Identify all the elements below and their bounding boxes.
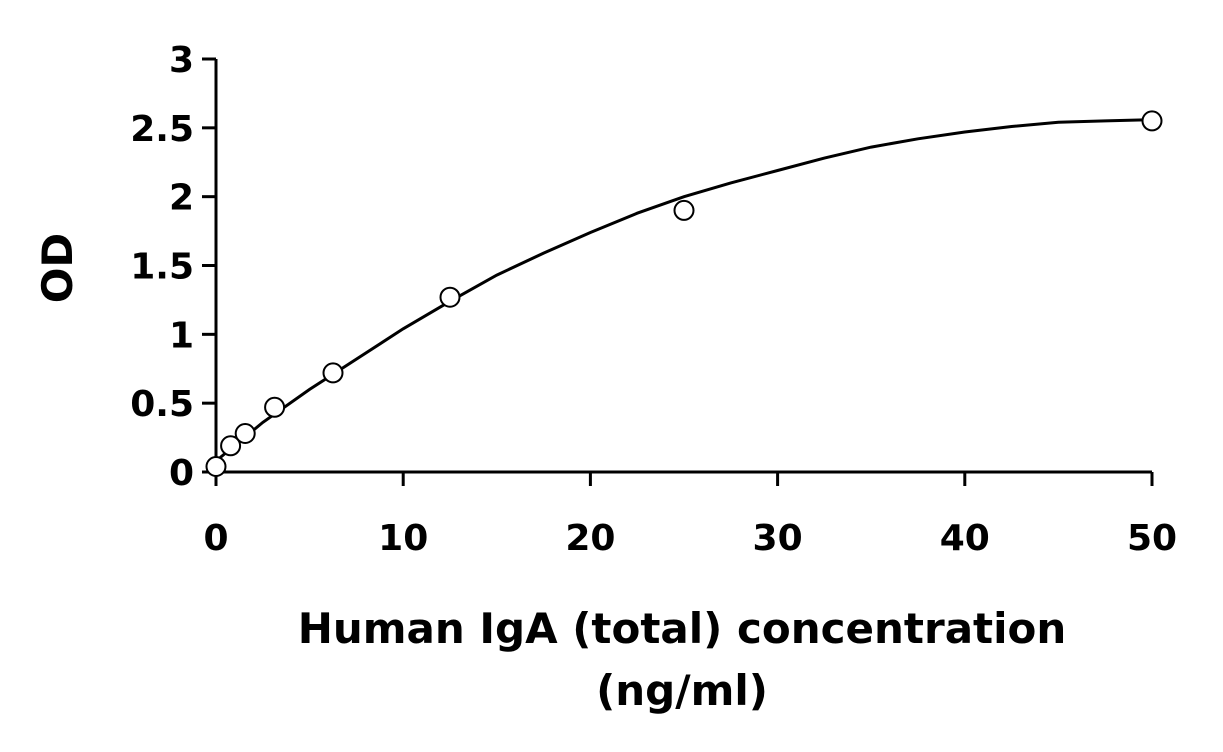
x-tick-label: 10 xyxy=(378,518,428,559)
x-tick-label: 20 xyxy=(565,518,615,559)
y-tick-label: 1.5 xyxy=(130,247,194,288)
data-point-marker xyxy=(439,286,461,308)
x-tick-label: 40 xyxy=(940,518,990,559)
x-tick-label: 50 xyxy=(1127,518,1177,559)
data-point-marker xyxy=(234,423,256,444)
y-tick-label: 1 xyxy=(169,315,194,356)
data-point-marker xyxy=(1141,110,1163,132)
data-points-layer xyxy=(205,110,1163,477)
data-point-marker xyxy=(264,396,286,418)
y-axis-title: OD xyxy=(33,233,82,304)
y-tick-label: 2 xyxy=(169,178,194,219)
y-tick-label: 0 xyxy=(169,453,194,494)
fit-curve-line xyxy=(215,118,1153,463)
data-point-marker xyxy=(322,362,344,384)
y-tick-label: 0.5 xyxy=(130,384,194,425)
data-point-marker xyxy=(673,199,695,221)
y-tick-label: 3 xyxy=(169,40,194,81)
data-point-marker xyxy=(220,435,242,457)
fit-curve-layer xyxy=(215,118,1153,463)
y-tick-label: 2.5 xyxy=(130,109,194,150)
x-tick-label: 0 xyxy=(203,518,228,559)
ticks-layer: 00.511.522.530 10 20 30 40 50 xyxy=(130,40,1177,559)
x-axis-title-line1: Human IgA (total) concentration xyxy=(298,604,1067,653)
data-point-marker xyxy=(205,456,227,477)
x-axis-title-line2: (ng/ml) xyxy=(596,666,768,715)
x-tick-label: 30 xyxy=(753,518,803,559)
